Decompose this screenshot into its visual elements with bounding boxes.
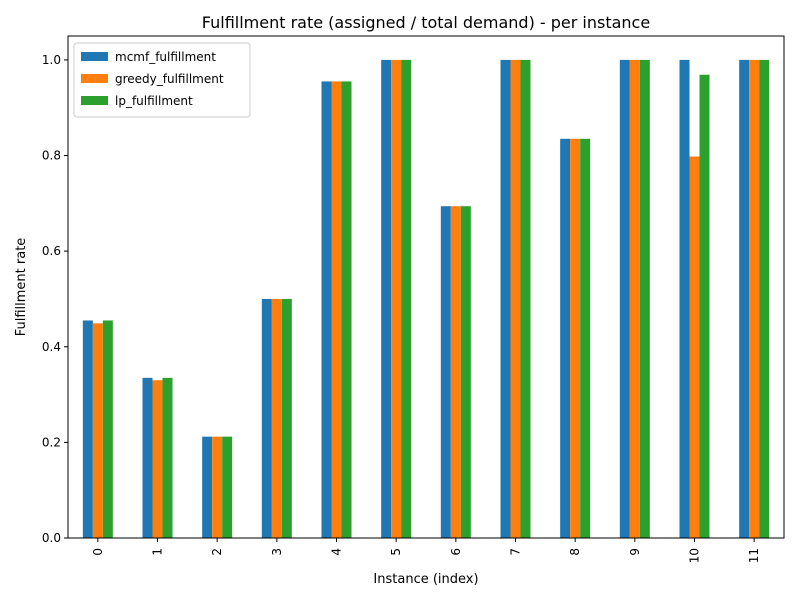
bar-lp_fulfillment-9 (639, 59, 650, 539)
bar-greedy_fulfillment-10 (689, 156, 700, 539)
bar-lp_fulfillment-2 (222, 436, 233, 538)
bar-lp_fulfillment-8 (580, 138, 591, 539)
x-tick-label: 10 (688, 548, 702, 563)
x-tick-label: 5 (389, 548, 403, 556)
bar-greedy_fulfillment-9 (629, 59, 640, 539)
bar-greedy_fulfillment-5 (391, 59, 402, 539)
x-tick-label: 1 (151, 548, 165, 556)
bar-lp_fulfillment-10 (699, 74, 710, 538)
y-tick-label: 1.0 (42, 53, 61, 67)
bar-mcmf_fulfillment-1 (142, 377, 153, 538)
bar-lp_fulfillment-0 (102, 320, 113, 538)
bar-mcmf_fulfillment-10 (679, 59, 690, 539)
bar-greedy_fulfillment-2 (212, 436, 223, 538)
x-tick-label: 0 (91, 548, 105, 556)
x-tick-label: 2 (210, 548, 224, 556)
bar-greedy_fulfillment-1 (152, 380, 163, 538)
bar-greedy_fulfillment-8 (570, 138, 581, 539)
y-tick-label: 0.8 (42, 149, 61, 163)
bar-greedy_fulfillment-3 (271, 298, 282, 538)
x-tick-label: 8 (568, 548, 582, 556)
y-axis-label: Fulfillment rate (14, 238, 29, 337)
y-tick-label: 0.0 (42, 531, 61, 545)
bar-mcmf_fulfillment-7 (500, 59, 511, 539)
chart-title: Fulfillment rate (assigned / total deman… (202, 13, 650, 32)
plot-frame (67, 35, 785, 539)
bar-greedy_fulfillment-0 (92, 323, 103, 538)
bars-group (82, 59, 770, 539)
legend-box (73, 42, 251, 118)
x-tick-label: 7 (509, 548, 523, 556)
legend-swatch-greedy_fulfillment (81, 74, 108, 83)
bar-greedy_fulfillment-7 (510, 59, 521, 539)
x-tick-label: 6 (449, 548, 463, 556)
bar-mcmf_fulfillment-5 (381, 59, 392, 539)
bar-mcmf_fulfillment-6 (440, 206, 451, 538)
bar-mcmf_fulfillment-8 (560, 138, 571, 539)
y-tick-label: 0.6 (42, 244, 61, 258)
bar-mcmf_fulfillment-3 (261, 298, 272, 538)
bar-mcmf_fulfillment-0 (82, 320, 93, 538)
bar-lp_fulfillment-7 (520, 59, 531, 539)
legend-swatch-mcmf_fulfillment (81, 52, 108, 61)
bar-lp_fulfillment-6 (460, 206, 471, 538)
x-tick-label: 4 (330, 548, 344, 556)
x-tick-label: 9 (628, 548, 642, 556)
bar-mcmf_fulfillment-4 (321, 81, 332, 539)
x-tick-label: 11 (747, 548, 761, 563)
bar-lp_fulfillment-4 (341, 81, 352, 539)
bar-greedy_fulfillment-4 (331, 81, 342, 539)
bar-mcmf_fulfillment-9 (619, 59, 630, 539)
bar-greedy_fulfillment-6 (450, 206, 461, 538)
legend-label-greedy_fulfillment: greedy_fulfillment (115, 72, 224, 86)
bar-mcmf_fulfillment-11 (739, 59, 750, 539)
bar-mcmf_fulfillment-2 (202, 436, 213, 538)
bar-lp_fulfillment-5 (401, 59, 412, 539)
bar-greedy_fulfillment-11 (749, 59, 760, 539)
bar-lp_fulfillment-11 (759, 59, 770, 539)
axes-group: 0 1 2 3 4 5 6 7 8 9 10 11 0.0 0.2 0.4 0.6 0.8 1.0 (42, 53, 761, 563)
legend-label-mcmf_fulfillment: mcmf_fulfillment (115, 50, 216, 64)
x-axis-label: Instance (index) (373, 572, 478, 587)
legend: mcmf_fulfillment greedy_fulfillment lp_ful… (73, 42, 251, 118)
legend-label-lp_fulfillment: lp_fulfillment (115, 94, 193, 108)
bar-lp_fulfillment-3 (281, 298, 292, 538)
bar-lp_fulfillment-1 (162, 377, 173, 538)
y-tick-label: 0.4 (42, 340, 61, 354)
y-tick-label: 0.2 (42, 435, 61, 449)
legend-swatch-lp_fulfillment (81, 96, 108, 105)
x-tick-label: 3 (270, 548, 284, 556)
